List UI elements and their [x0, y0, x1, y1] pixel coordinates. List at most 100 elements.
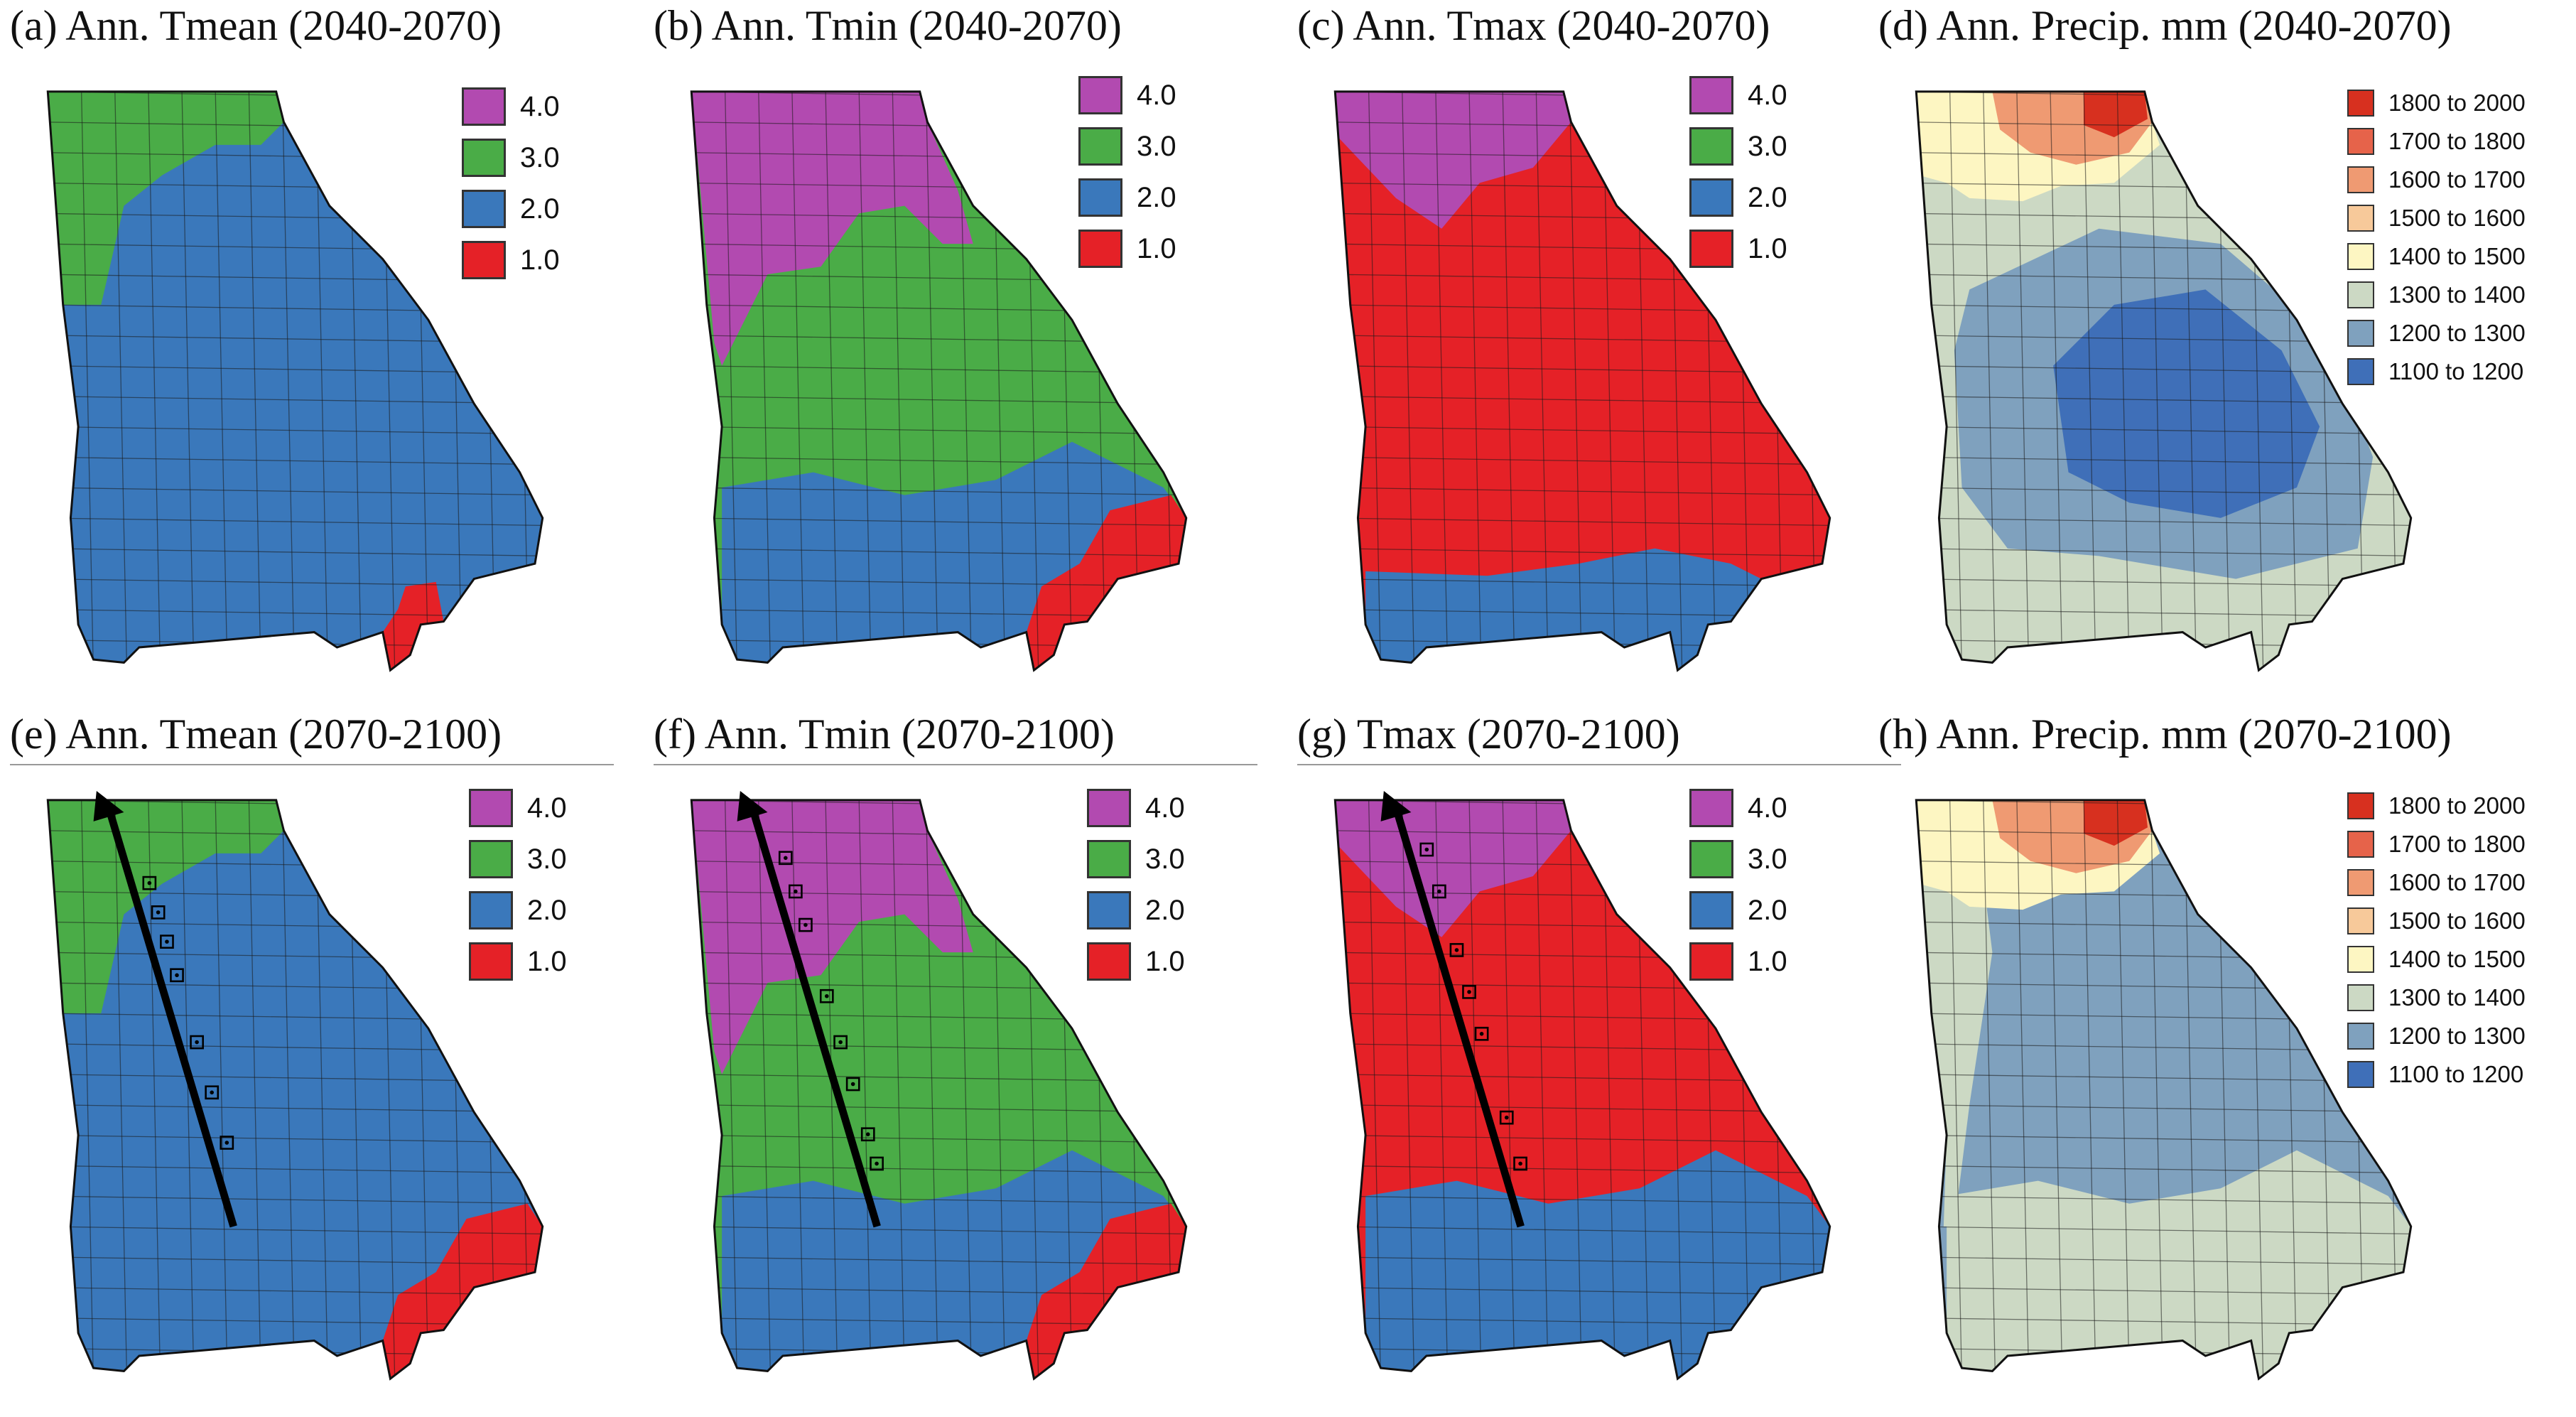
station-marker [1474, 1026, 1489, 1041]
region-north [1335, 91, 1571, 229]
legend-swatch [2347, 946, 2374, 973]
panel-d: (d) Ann. Precip. mm (2040-2070) 1800 to … [1868, 0, 2526, 708]
station-marker [1419, 842, 1434, 857]
county-line [825, 91, 838, 671]
station-marker-dot [850, 1082, 855, 1087]
county-line [1335, 517, 1830, 527]
panel-title: (a) Ann. Tmean (2040-2070) [10, 2, 502, 49]
panel-title: (h) Ann. Precip. mm (2070-2100) [1878, 711, 2452, 758]
county-line [1569, 91, 1583, 671]
county-line [48, 517, 543, 527]
legend-label: 2.0 [527, 894, 567, 926]
county-line [1468, 91, 1482, 671]
legend-swatch [1689, 840, 1733, 878]
station-marker-dot [794, 889, 798, 894]
station-marker [1432, 884, 1446, 899]
county-line [1535, 799, 1549, 1379]
legend-swatch [2347, 984, 2374, 1011]
county-line [1916, 578, 2411, 587]
trend-arrow-line [104, 807, 237, 1228]
map-regions [691, 799, 1186, 1379]
station-marker [190, 1035, 204, 1050]
legend-label: 1.0 [1748, 945, 1787, 977]
county-line [691, 1286, 1186, 1295]
legend-label: 3.0 [1145, 843, 1185, 875]
county-line [2150, 799, 2164, 1379]
county-line [2050, 799, 2063, 1379]
county-line [181, 799, 195, 1379]
county-line [1916, 1226, 2411, 1235]
legend-label: 2.0 [1137, 181, 1176, 213]
state-outline [46, 90, 544, 672]
legend-item: 1.0 [1689, 227, 1787, 270]
county-line [1401, 799, 1415, 1379]
legend-swatch [462, 241, 506, 279]
legend-swatch [2347, 792, 2374, 819]
legend-item: 3.0 [462, 136, 560, 179]
panel-title: (b) Ann. Tmin (2040-2070) [654, 2, 1122, 49]
region-se [1026, 495, 1186, 671]
region-nw-large [691, 91, 973, 366]
station-marker-dot [838, 1040, 843, 1045]
county-line [691, 395, 1186, 404]
legend-label: 4.0 [1748, 79, 1787, 111]
county-line [1916, 456, 2411, 465]
legend-item: 2.0 [1689, 889, 1787, 932]
station-marker [860, 1127, 875, 1142]
legend-item: 1700 to 1800 [2347, 122, 2526, 161]
county-line [1335, 1134, 1830, 1143]
legend-item: 1800 to 2000 [2347, 787, 2526, 825]
legend-item: 1100 to 1200 [2347, 352, 2523, 391]
legend-label: 1100 to 1200 [2388, 358, 2524, 384]
region-south-strip [1365, 548, 1762, 671]
station-marker-dot [175, 973, 179, 978]
legend-swatch [1689, 230, 1733, 268]
county-line [114, 91, 128, 671]
county-line [791, 91, 805, 671]
station-marker [789, 884, 803, 899]
panel-title: (f) Ann. Tmin (2070-2100) [654, 711, 1115, 758]
map-regions [1335, 799, 1830, 1379]
county-line [114, 799, 128, 1379]
legend-item: 1200 to 1300 [2347, 314, 2526, 352]
station-marker [205, 1085, 220, 1100]
legend-item: 1700 to 1800 [2347, 825, 2526, 863]
state-outline [1915, 799, 2413, 1381]
legend-label: 1500 to 1600 [2388, 907, 2526, 934]
region-se-small [382, 581, 444, 671]
state-outline [1915, 90, 2413, 672]
legend-item: 4.0 [1689, 787, 1787, 829]
legend-label: 1.0 [1748, 232, 1787, 264]
county-line [1916, 426, 2411, 435]
legend-item: 3.0 [1689, 125, 1787, 168]
county-line [48, 578, 543, 587]
county-line [1159, 799, 1174, 1379]
legend-label: 4.0 [520, 90, 560, 122]
county-line [1916, 1104, 2411, 1113]
county-line [925, 91, 939, 671]
county-line [691, 487, 1186, 496]
legend-label: 1600 to 1700 [2388, 869, 2526, 895]
legend-label: 1.0 [1145, 945, 1185, 977]
legend-label: 1300 to 1400 [2388, 281, 2526, 308]
county-line [691, 1104, 1186, 1113]
station-marker [1449, 943, 1464, 957]
map-regions [1335, 91, 1830, 671]
legend-swatch [1689, 76, 1733, 114]
map-regions [1916, 91, 2411, 671]
region-south [1365, 1150, 1830, 1379]
station-marker-dot [865, 1132, 870, 1136]
county-line [1916, 548, 2411, 557]
georgia-map [1915, 799, 2413, 1381]
legend-label: 1.0 [1137, 232, 1176, 264]
county-line [1335, 395, 1830, 404]
legend-swatch [1689, 178, 1733, 217]
state-fill [48, 799, 543, 1379]
county-line [1159, 91, 1174, 671]
title-rule [654, 764, 1257, 765]
panel-e: (e) Ann. Tmean (2070-2100) 4.0 3.0 2.0 1.0 [0, 708, 644, 1417]
legend-label: 1300 to 1400 [2388, 984, 2526, 1011]
legend-label: 4.0 [1145, 792, 1185, 824]
county-line [516, 799, 530, 1379]
legend-item: 2.0 [469, 889, 567, 932]
